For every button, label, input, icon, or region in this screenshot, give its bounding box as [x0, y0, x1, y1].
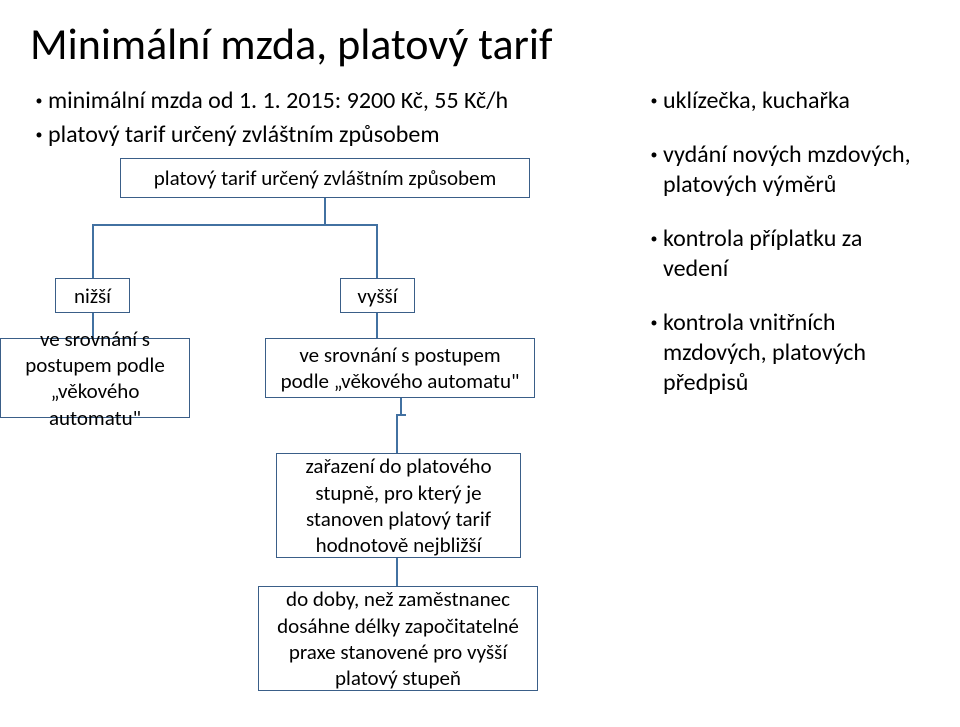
node-mid: zařazení do platového stupně, pro který … — [276, 453, 521, 558]
bullet-item: • kontrola příplatku za vedení — [645, 224, 930, 284]
connector — [92, 224, 378, 226]
bullet-icon: • — [645, 86, 663, 109]
connector — [376, 313, 378, 338]
bullet-icon: • — [645, 224, 663, 247]
node-leaf-right: ve srovnání s postupem podle „věkového a… — [265, 338, 535, 398]
bullet-icon: • — [645, 308, 663, 331]
node-vyssi: vyšší — [340, 278, 415, 313]
bullet-item: • platový tarif určený zvláštním způsobe… — [30, 120, 625, 150]
bullet-item: • kontrola vnitřních mzdových, platových… — [645, 308, 930, 398]
connector — [324, 198, 326, 226]
connector — [92, 224, 94, 278]
connector — [396, 558, 398, 586]
bullet-text: uklízečka, kuchařka — [663, 86, 930, 116]
bullet-item: • uklízečka, kuchařka — [645, 86, 930, 116]
node-nizsi: nižší — [55, 278, 130, 313]
bullet-icon: • — [30, 86, 48, 109]
node-leaf-left: ve srovnání s postupem podle „věkového a… — [0, 338, 190, 418]
main-row: • minimální mzda od 1. 1. 2015: 9200 Kč,… — [30, 86, 930, 698]
bullet-text: vydání nových mzdových, platových výměrů — [663, 140, 930, 200]
bullet-text: kontrola vnitřních mzdových, platových p… — [663, 308, 930, 398]
flowchart: platový tarif určený zvláštním způsobem … — [30, 158, 625, 698]
right-column: • uklízečka, kuchařka • vydání nových mz… — [625, 86, 930, 422]
connector — [376, 224, 378, 278]
bullet-icon: • — [30, 120, 48, 143]
bullet-item: • vydání nových mzdových, platových výmě… — [645, 140, 930, 200]
left-column: • minimální mzda od 1. 1. 2015: 9200 Kč,… — [30, 86, 625, 698]
page-title: Minimální mzda, platový tarif — [30, 20, 930, 68]
bullet-text: kontrola příplatku za vedení — [663, 224, 930, 284]
connector — [396, 414, 398, 453]
node-top: platový tarif určený zvláštním způsobem — [120, 158, 530, 198]
bullet-item: • minimální mzda od 1. 1. 2015: 9200 Kč,… — [30, 86, 625, 116]
bullet-text: minimální mzda od 1. 1. 2015: 9200 Kč, 5… — [48, 86, 625, 116]
bullet-icon: • — [645, 140, 663, 163]
node-bot: do doby, než zaměstnanec dosáhne délky z… — [258, 586, 538, 691]
bullet-text: platový tarif určený zvláštním způsobem — [48, 120, 625, 150]
